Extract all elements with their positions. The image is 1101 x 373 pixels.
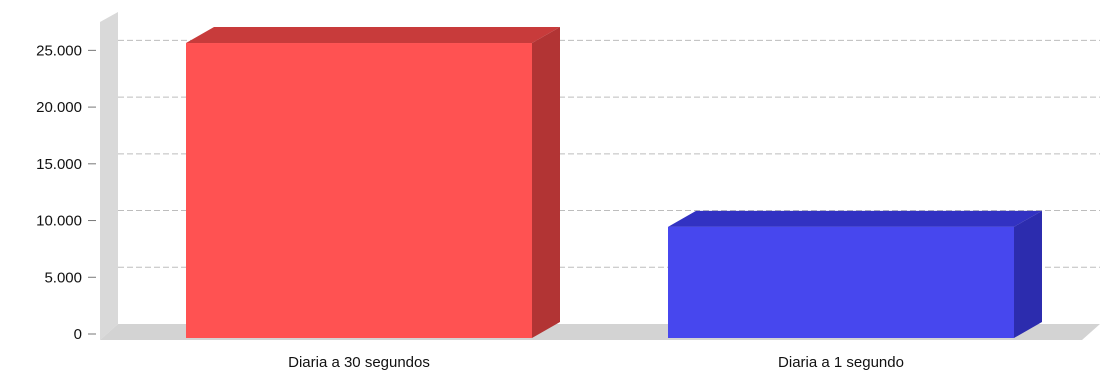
y-tick-label: 5.000	[44, 269, 82, 286]
x-axis-labels: Diaria a 30 segundos Diaria a 1 segundo	[288, 354, 904, 371]
bar-front	[668, 226, 1014, 338]
bar	[186, 27, 560, 338]
bars	[186, 27, 1042, 338]
y-axis-ticks: 0 5.000 10.000 15.000 20.000 25.000	[36, 42, 96, 343]
x-category-label: Diaria a 30 segundos	[288, 354, 430, 371]
bar-side	[532, 27, 560, 338]
y-tick-label: 0	[74, 326, 82, 343]
bar-top	[668, 210, 1042, 227]
bar	[668, 210, 1042, 338]
y-tick-label: 25.000	[36, 42, 82, 59]
bar-top	[186, 27, 560, 44]
side-wall	[100, 12, 118, 340]
bar-side	[1014, 210, 1042, 338]
y-tick-label: 15.000	[36, 156, 82, 173]
y-tick-label: 20.000	[36, 99, 82, 116]
x-category-label: Diaria a 1 segundo	[778, 354, 904, 371]
bar-front	[186, 43, 532, 338]
y-tick-label: 10.000	[36, 213, 82, 230]
